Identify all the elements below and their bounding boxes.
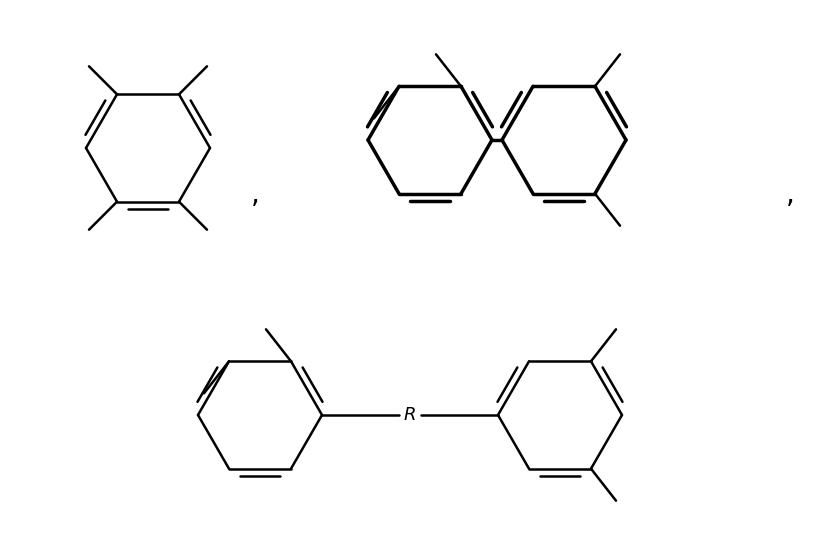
Text: ,: , bbox=[785, 181, 794, 209]
Text: R: R bbox=[403, 406, 416, 424]
Text: ,: , bbox=[251, 181, 259, 209]
